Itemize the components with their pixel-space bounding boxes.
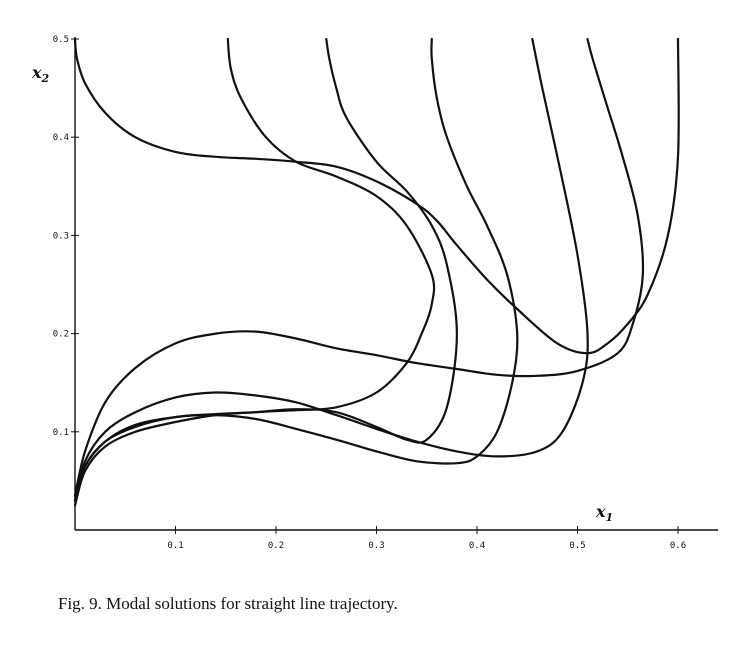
y-tick-label: 0.2: [53, 330, 69, 340]
x-axis-label-main: x: [595, 502, 606, 521]
y-axis-label: x2: [31, 63, 50, 85]
y-tick-label: 0.1: [53, 428, 69, 438]
series-line-6: [73, 37, 436, 507]
axes: 0.1 0.2 0.3 0.4 0.5 0.6 0.1 0.2 0.3 0.4 0.5: [53, 35, 719, 551]
curves: [73, 37, 680, 507]
series-line-2: [73, 37, 645, 497]
x-axis-label-sub: 1: [606, 511, 614, 524]
chart-plot: 0.1 0.2 0.3 0.4 0.5 0.60.10.20.30.40.5 x1 x2: [31, 35, 719, 551]
y-axis-label-main: x: [31, 63, 42, 82]
x-tick-label: 0.2: [268, 541, 284, 551]
series-line-4: [73, 37, 519, 497]
y-tick-label: 0.3: [53, 231, 69, 241]
series-line-1: [73, 37, 680, 355]
y-axis-label-sub: 2: [41, 72, 50, 85]
y-tick-label: 0.5: [53, 35, 69, 45]
x-axis-label: x1: [595, 502, 613, 524]
series-line-3: [73, 37, 589, 502]
figure-caption: Fig. 9. Modal solutions for straight lin…: [58, 594, 398, 613]
series-line-5: [73, 37, 458, 502]
x-tick-label: 0.3: [368, 541, 384, 551]
x-tick-label: 0.4: [469, 541, 485, 551]
x-tick-label: 0.6: [670, 541, 686, 551]
x-tick-label: 0.5: [569, 541, 585, 551]
y-tick-label: 0.4: [53, 133, 69, 143]
x-tick-label: 0.1: [167, 541, 183, 551]
